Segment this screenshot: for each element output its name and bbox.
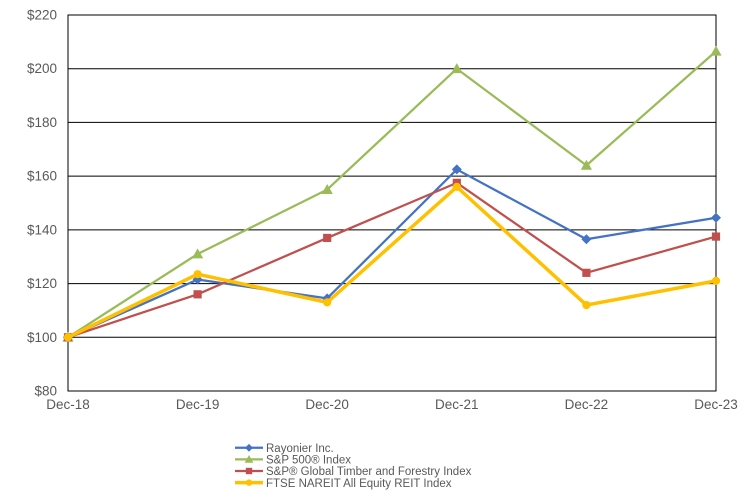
series-line bbox=[66, 181, 718, 339]
circle-marker bbox=[582, 300, 591, 310]
y-axis-tick-label: $180 bbox=[27, 115, 57, 130]
series-line bbox=[66, 168, 718, 339]
square-marker bbox=[245, 467, 253, 475]
y-axis-labels: $220 $200 $180 $160 $140 $120 $100 $80 bbox=[27, 8, 57, 399]
x-axis-tick-label: Dec-22 bbox=[565, 397, 609, 412]
series-rayonier-inc bbox=[63, 164, 721, 343]
x-axis-labels: Dec-18 Dec-19 Dec-20 Dec-21 Dec-22 Dec-23 bbox=[46, 397, 738, 412]
y-axis-tick-label: $80 bbox=[34, 384, 57, 399]
legend-label: S&P® Global Timber and Forestry Index bbox=[266, 466, 472, 478]
series-line bbox=[66, 50, 718, 339]
x-axis-tick-label: Dec-21 bbox=[435, 397, 479, 412]
plot-border bbox=[67, 14, 717, 392]
circle-marker bbox=[452, 182, 461, 191]
triangle-marker bbox=[580, 159, 592, 170]
circle-marker bbox=[245, 479, 253, 486]
legend-label: S&P 500® Index bbox=[266, 455, 351, 467]
legend-item-rayonier-inc: Rayonier Inc. bbox=[235, 443, 334, 455]
x-axis-tick-label: Dec-20 bbox=[305, 397, 349, 412]
circle-marker bbox=[323, 298, 332, 307]
gridlines bbox=[68, 14, 716, 392]
legend-item-s-p-global-timber-and-forestry-index: S&P® Global Timber and Forestry Index bbox=[235, 466, 472, 478]
series-s-p-global-timber-and-forestry-index bbox=[63, 178, 721, 342]
diamond-marker bbox=[581, 234, 592, 245]
triangle-marker bbox=[451, 63, 463, 74]
diamond-marker bbox=[711, 212, 721, 223]
y-axis-tick-label: $220 bbox=[27, 8, 57, 23]
circle-marker bbox=[193, 270, 202, 279]
diamond-marker bbox=[451, 164, 462, 175]
square-marker bbox=[582, 268, 591, 277]
triangle-marker bbox=[244, 455, 254, 463]
diamond-marker bbox=[245, 443, 253, 452]
series-ftse-nareit-all-equity-reit-index bbox=[63, 182, 721, 342]
x-axis-tick-label: Dec-19 bbox=[176, 397, 220, 412]
legend-item-ftse-nareit-all-equity-reit-index: FTSE NAREIT All Equity REIT Index bbox=[235, 478, 452, 490]
legend-item-s-p-500-index: S&P 500® Index bbox=[235, 455, 351, 467]
circle-marker bbox=[711, 276, 721, 285]
y-axis-tick-label: $200 bbox=[27, 61, 57, 76]
series-line bbox=[66, 185, 718, 340]
y-axis-tick-label: $120 bbox=[27, 276, 57, 291]
square-marker bbox=[193, 290, 202, 299]
circle-marker bbox=[63, 333, 73, 342]
triangle-marker bbox=[192, 248, 204, 259]
y-axis-tick-label: $160 bbox=[27, 169, 57, 184]
x-axis-tick-label: Dec-23 bbox=[694, 397, 738, 412]
triangle-marker bbox=[321, 183, 333, 194]
x-axis-tick-label: Dec-18 bbox=[46, 397, 90, 412]
legend-label: FTSE NAREIT All Equity REIT Index bbox=[266, 478, 452, 490]
square-marker bbox=[323, 233, 332, 243]
square-marker bbox=[711, 232, 721, 241]
legend-label: Rayonier Inc. bbox=[266, 443, 334, 455]
y-axis-tick-label: $140 bbox=[27, 222, 57, 237]
triangle-marker bbox=[710, 45, 722, 56]
y-axis-tick-label: $100 bbox=[27, 330, 57, 345]
